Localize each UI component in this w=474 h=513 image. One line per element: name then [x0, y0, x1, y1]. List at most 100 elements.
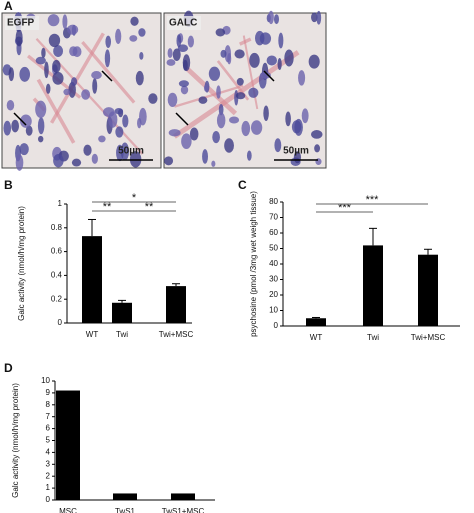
nucleus: [98, 135, 106, 143]
bar: [171, 493, 195, 500]
significance-label: **: [145, 201, 154, 213]
arrow: [263, 70, 275, 82]
nucleus: [189, 127, 199, 141]
nucleus: [166, 59, 176, 66]
nucleus: [105, 35, 112, 48]
bar: [166, 286, 186, 323]
label-box: [5, 16, 39, 30]
panel-label: B: [4, 178, 13, 192]
nucleus: [72, 46, 82, 58]
nucleus: [285, 111, 291, 127]
nucleus: [167, 48, 173, 59]
nucleus: [316, 10, 322, 25]
x-tick-label: TwS1+MSC: [162, 507, 205, 513]
nucleus: [115, 126, 124, 138]
stain: [174, 84, 244, 108]
x-tick-label: WT: [310, 333, 323, 342]
nucleus: [202, 149, 208, 164]
nucleus: [177, 44, 189, 53]
nucleus: [92, 78, 98, 94]
y-tick-label: 9: [46, 388, 51, 397]
nucleus: [268, 10, 274, 25]
bar: [418, 254, 438, 326]
y-axis-label: psychosine (pmol /3mg wet weigh tissue): [249, 191, 258, 337]
nucleus: [19, 66, 31, 82]
nucleus: [274, 138, 282, 153]
nucleus: [298, 70, 306, 86]
y-tick-label: 8: [46, 400, 51, 409]
image-label: GALC: [169, 18, 197, 29]
y-tick-label: 60: [269, 228, 278, 237]
nucleus: [91, 71, 102, 80]
y-tick-label: 1: [58, 199, 63, 208]
nucleus: [250, 120, 263, 135]
stain: [184, 66, 238, 116]
nucleus: [115, 28, 122, 44]
bar: [82, 236, 102, 323]
bar: [363, 245, 383, 326]
nucleus: [122, 114, 129, 128]
x-tick-label: TwS1: [115, 507, 136, 513]
y-tick-label: 2: [46, 471, 51, 480]
nucleus: [284, 49, 294, 67]
nucleus: [266, 55, 277, 66]
x-tick-label: MSC: [59, 507, 77, 513]
nucleus: [47, 14, 60, 27]
stain: [50, 32, 105, 124]
nucleus: [249, 52, 260, 68]
y-tick-label: 20: [269, 290, 278, 299]
stain: [36, 78, 76, 144]
nucleus: [19, 143, 29, 156]
nucleus: [129, 35, 138, 42]
y-tick-label: 0: [58, 318, 63, 327]
nucleus: [260, 71, 271, 79]
nucleus: [235, 92, 246, 100]
nucleus: [137, 117, 142, 129]
panel-label: A: [4, 0, 13, 13]
bar: [112, 302, 132, 323]
nucleus: [263, 105, 269, 121]
nucleus: [108, 111, 118, 128]
nucleus: [187, 35, 194, 48]
x-tick-label: Twi+MSC: [411, 333, 446, 342]
nucleus: [35, 56, 46, 65]
x-tick-label: Twi: [116, 330, 128, 339]
nucleus: [208, 66, 221, 81]
nucleus: [20, 114, 32, 128]
image-label: EGFP: [7, 18, 35, 29]
y-tick-label: 3: [46, 459, 51, 468]
significance-label: ***: [338, 202, 352, 214]
nucleus: [81, 89, 91, 100]
nucleus: [212, 130, 220, 144]
nucleus: [236, 77, 244, 86]
bar: [306, 318, 326, 326]
nucleus: [178, 80, 189, 88]
nucleus: [71, 158, 82, 167]
nucleus: [52, 59, 61, 73]
nucleus: [15, 154, 24, 171]
nucleus: [38, 135, 44, 143]
y-tick-label: 50: [269, 244, 278, 253]
nucleus: [215, 28, 226, 37]
nucleus: [63, 88, 71, 96]
nucleus: [277, 58, 282, 71]
y-tick-label: 5: [46, 436, 51, 445]
bar: [56, 390, 80, 500]
nucleus: [83, 144, 92, 156]
nucleus: [301, 108, 309, 124]
y-tick-label: 0: [274, 321, 279, 330]
significance-label: *: [132, 192, 137, 204]
nucleus: [8, 67, 15, 82]
y-tick-label: 10: [269, 306, 278, 315]
bar: [113, 493, 137, 500]
y-tick-label: 30: [269, 275, 278, 284]
label-box: [167, 16, 201, 30]
significance-label: ***: [366, 194, 380, 206]
nucleus: [37, 117, 45, 135]
nucleus: [67, 24, 79, 35]
nucleus: [167, 92, 178, 108]
nucleus: [211, 160, 216, 167]
scale-label: 50µm: [118, 146, 144, 157]
nucleus: [130, 16, 139, 26]
